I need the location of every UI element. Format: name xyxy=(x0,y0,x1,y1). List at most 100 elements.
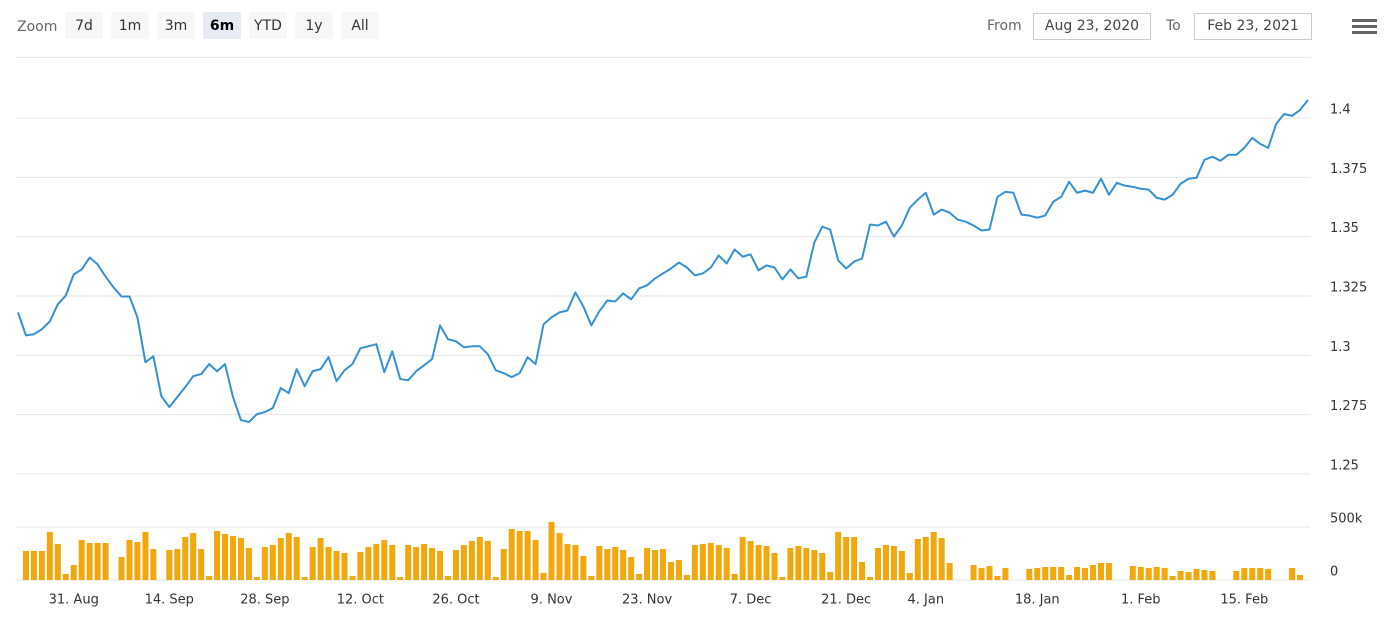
volume-bar xyxy=(126,540,133,580)
y-tick-label: 1.25 xyxy=(1330,459,1359,474)
x-tick-label: 31. Aug xyxy=(49,593,99,608)
volume-bar xyxy=(333,550,340,580)
x-tick-label: 12. Oct xyxy=(337,593,384,608)
zoom-button-label[interactable]: 6m xyxy=(210,18,234,34)
volume-bar xyxy=(1233,570,1240,580)
volume-bar xyxy=(755,545,762,580)
zoom-button-label[interactable]: 3m xyxy=(165,18,188,34)
volume-bar xyxy=(1241,568,1248,580)
volume-bar xyxy=(476,536,483,580)
volume-bar xyxy=(1297,575,1304,580)
zoom-button-bg[interactable] xyxy=(295,12,333,39)
volume-bar xyxy=(803,547,810,580)
zoom-button-label[interactable]: 1y xyxy=(305,18,322,34)
volume-bar xyxy=(38,550,45,580)
volume-bar xyxy=(94,543,101,580)
zoom-button-label[interactable]: YTD xyxy=(253,18,282,34)
volume-bar xyxy=(293,536,300,580)
volume-bar xyxy=(1129,566,1136,580)
volume-bar xyxy=(1185,572,1192,580)
volume-bar xyxy=(492,577,499,580)
volume-bar xyxy=(532,540,539,580)
zoom-button-bg[interactable] xyxy=(65,12,103,39)
volume-bar xyxy=(882,545,889,580)
y-tick-label: 500k xyxy=(1330,512,1363,527)
volume-bar xyxy=(134,542,141,580)
zoom-button[interactable]: 7d xyxy=(65,12,103,39)
volume-bar xyxy=(723,547,730,580)
volume-bar xyxy=(548,522,555,580)
volume-bar xyxy=(970,564,977,580)
to-input[interactable] xyxy=(1194,13,1312,40)
volume-bar xyxy=(261,547,268,580)
volume-bar xyxy=(906,573,913,580)
zoom-button-bg[interactable] xyxy=(157,12,195,39)
volume-bar xyxy=(190,533,197,580)
volume-bar xyxy=(269,545,276,580)
volume-bar xyxy=(445,575,451,580)
x-tick-label: 28. Sep xyxy=(240,593,289,608)
volume-bar xyxy=(811,550,818,580)
volume-bar xyxy=(660,549,666,580)
volume-bar xyxy=(397,577,404,580)
zoom-button-label[interactable]: 1m xyxy=(119,18,142,34)
to-date[interactable]: Feb 23, 2021 xyxy=(1207,18,1299,34)
zoom-button-bg[interactable] xyxy=(249,12,287,39)
volume-bar xyxy=(572,545,579,580)
zoom-button[interactable]: 3m xyxy=(157,12,195,39)
zoom-button[interactable]: All xyxy=(341,12,379,39)
zoom-button[interactable]: 6m xyxy=(203,12,241,39)
from-input[interactable] xyxy=(1033,13,1151,40)
zoom-button[interactable]: 1m xyxy=(111,12,149,39)
volume-bar xyxy=(699,543,706,580)
volume-bar xyxy=(978,568,985,580)
volume-bar xyxy=(946,563,953,580)
volume-bar xyxy=(1082,568,1089,580)
zoom-button[interactable]: YTD xyxy=(249,12,287,39)
volume-bar xyxy=(779,577,786,580)
volume-bar xyxy=(182,536,189,580)
from-date[interactable]: Aug 23, 2020 xyxy=(1045,18,1139,34)
volume-bar xyxy=(373,543,380,580)
volume-bar xyxy=(556,533,563,580)
volume-bar xyxy=(301,577,308,580)
zoom-button-bg[interactable] xyxy=(203,12,241,39)
volume-bar xyxy=(644,547,651,580)
volume-bar xyxy=(930,531,937,580)
volume-bar xyxy=(78,540,85,580)
volume-bar xyxy=(166,550,173,580)
zoom-button-label[interactable]: 7d xyxy=(75,18,93,34)
volume-bar xyxy=(468,540,475,580)
y-tick-label: 1.375 xyxy=(1330,162,1367,177)
zoom-button-bg[interactable] xyxy=(341,12,379,39)
menu-button[interactable] xyxy=(1352,19,1377,34)
x-tick-label: 26. Oct xyxy=(432,593,479,608)
volume-bar xyxy=(460,545,467,580)
volume-bar xyxy=(1026,568,1033,580)
y-tick-label: 1.35 xyxy=(1330,221,1359,236)
volume-bar xyxy=(413,547,420,580)
volume-bar xyxy=(604,549,611,580)
volume-bar xyxy=(890,545,897,580)
volume-bar xyxy=(150,549,157,580)
volume-bar xyxy=(198,549,205,580)
volume-bar xyxy=(835,531,842,580)
volume-bar xyxy=(46,531,53,580)
zoom-button-label[interactable]: All xyxy=(351,18,368,34)
x-tick-label: 14. Sep xyxy=(145,593,194,608)
volume-bar xyxy=(1201,570,1208,580)
volume-bar xyxy=(787,547,794,580)
x-tick-label: 4. Jan xyxy=(907,593,944,608)
volume-bar xyxy=(1090,564,1096,580)
zoom-button[interactable]: 1y xyxy=(295,12,333,39)
volume-bar xyxy=(652,550,659,580)
volume-bar xyxy=(341,552,348,580)
volume-bar xyxy=(174,549,181,580)
volume-bar xyxy=(484,540,491,580)
volume-bar xyxy=(628,556,635,580)
zoom-button-bg[interactable] xyxy=(111,12,149,39)
volume-bar xyxy=(516,531,523,580)
volume-bar xyxy=(1145,568,1152,580)
volume-bar xyxy=(429,547,436,580)
